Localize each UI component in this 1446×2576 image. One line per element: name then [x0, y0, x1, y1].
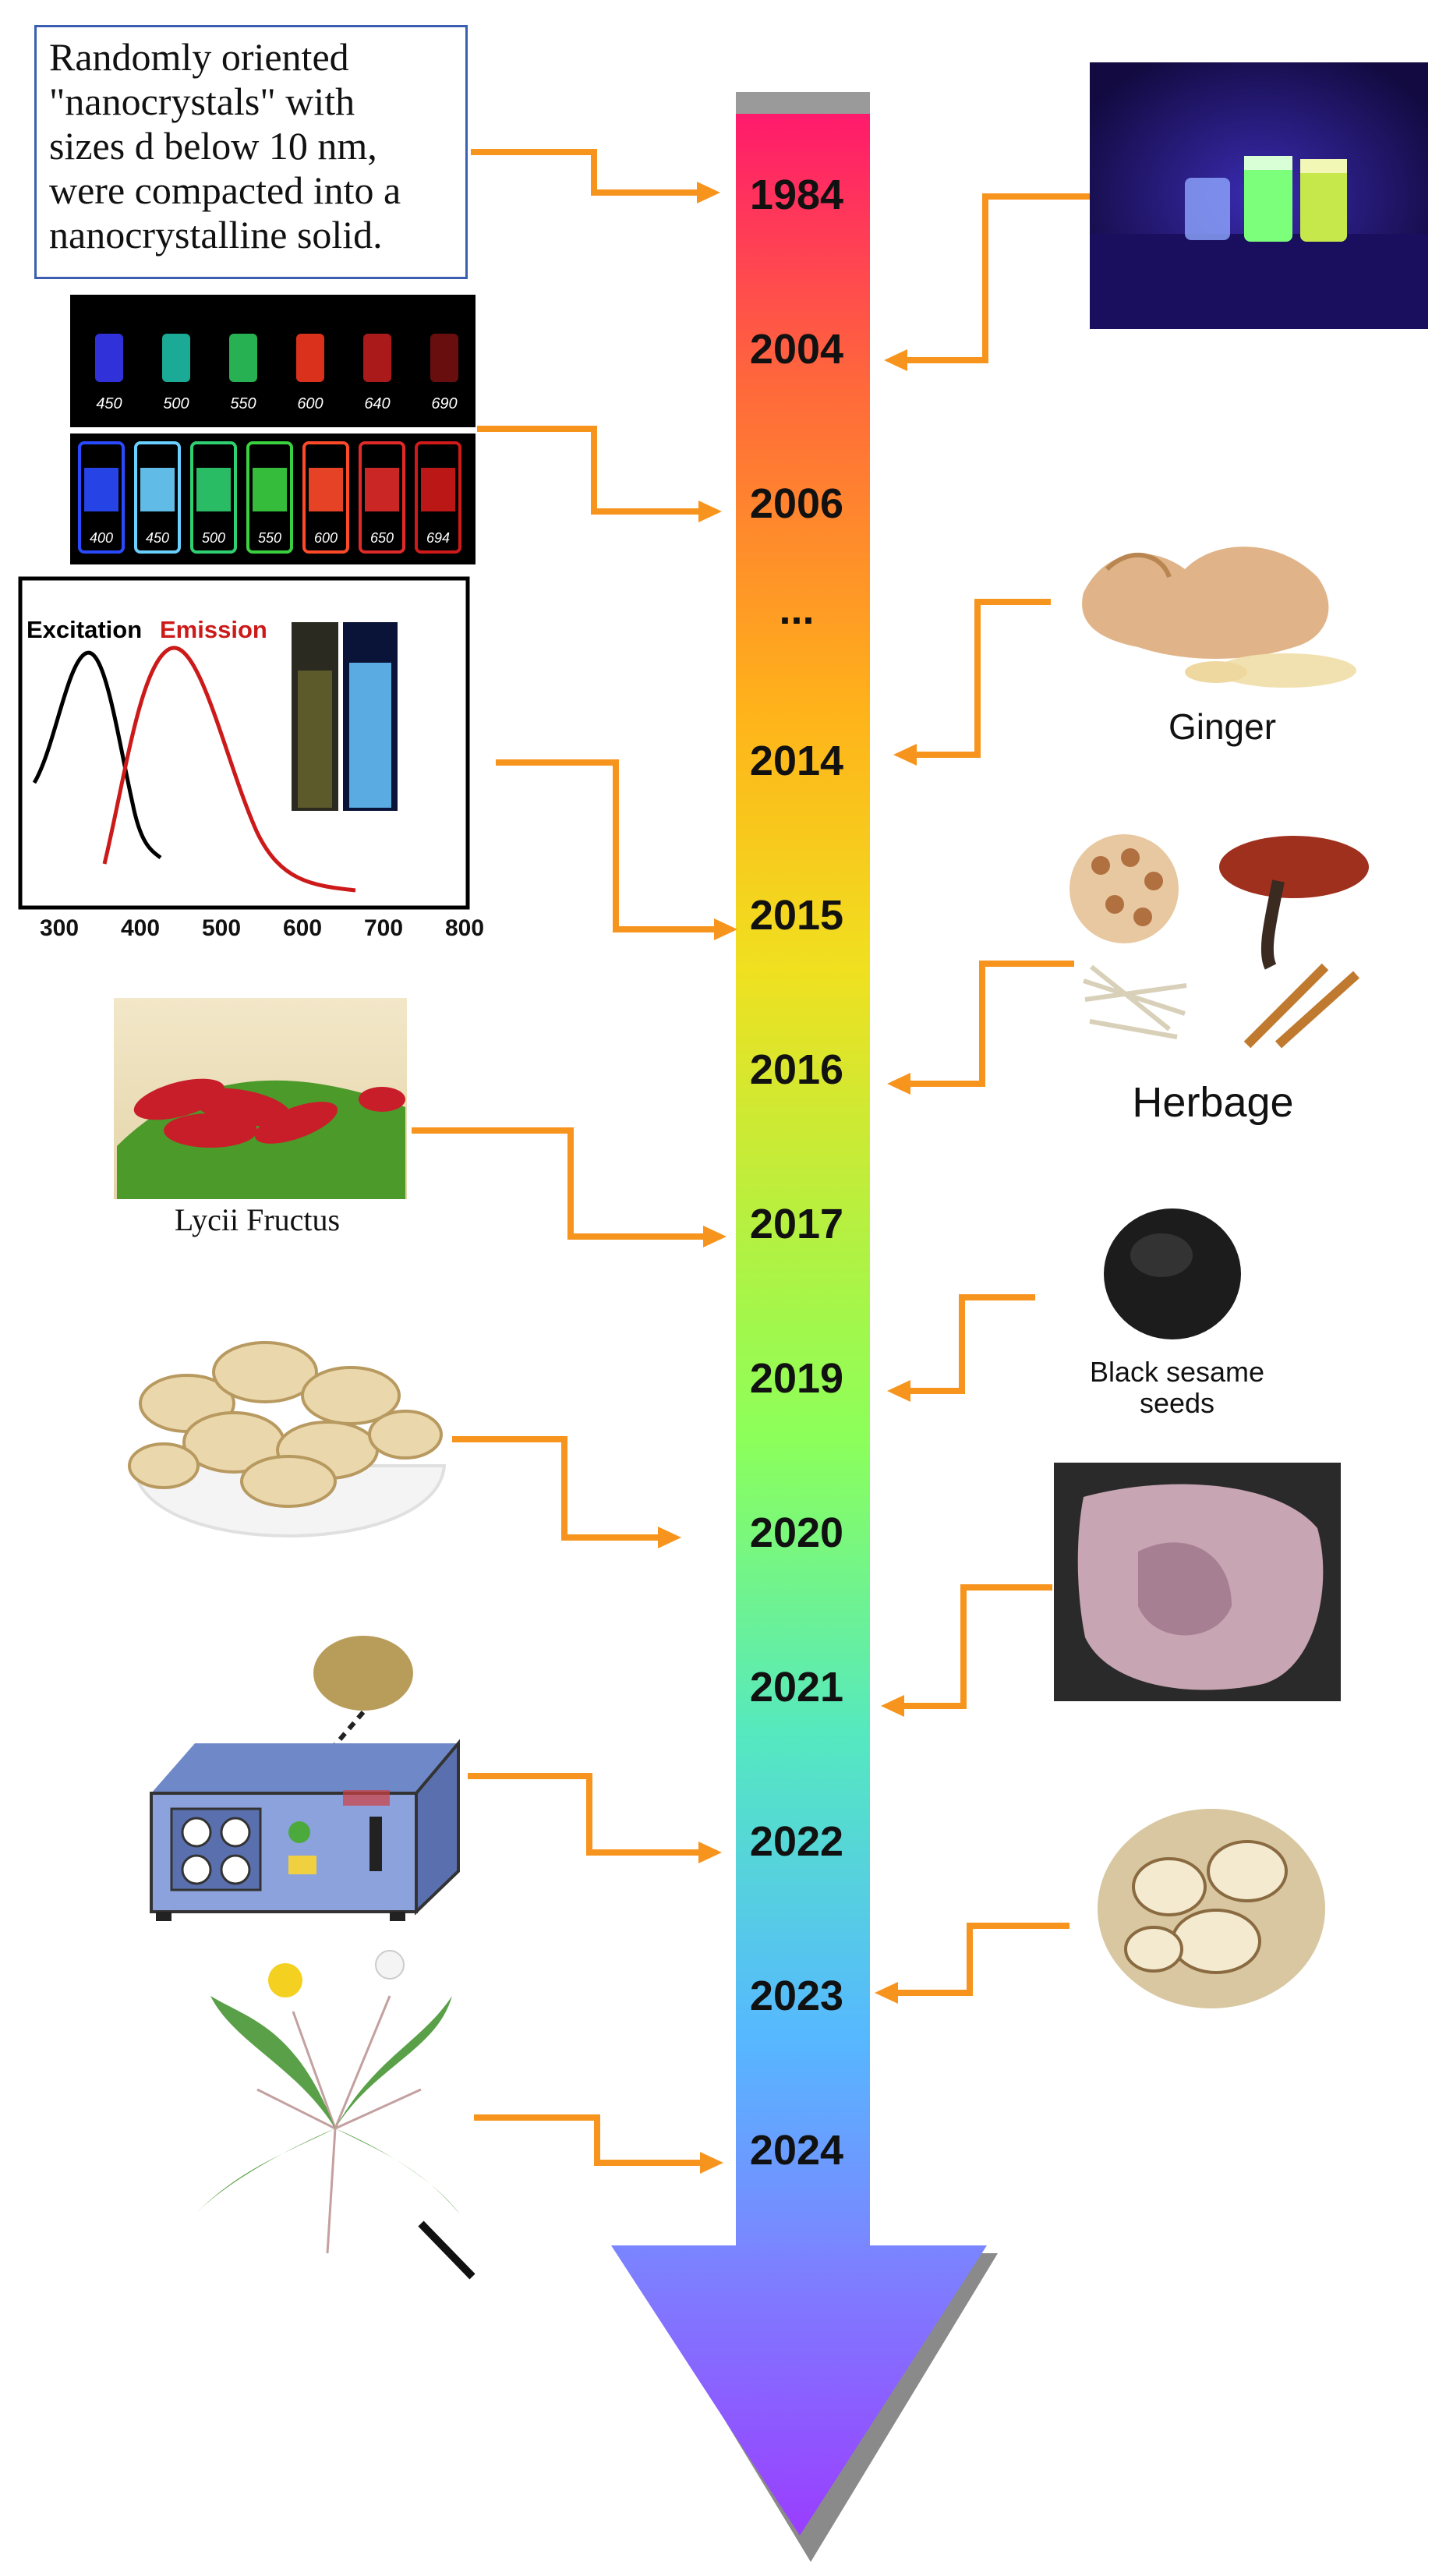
- root-slices-photo: [1098, 1809, 1325, 2008]
- vial-outline: [302, 441, 349, 554]
- timeline-year: 2014: [750, 738, 843, 784]
- vial-outline: [190, 441, 237, 554]
- spectrum-plot: Excitation Emission 300 400 500 600 700 800: [18, 576, 484, 941]
- vial-label: 600: [314, 530, 338, 546]
- arrow-2024: [474, 2114, 723, 2174]
- timeline-year: 2016: [750, 1046, 843, 1093]
- vial-label: 550: [258, 530, 281, 546]
- arrow-2016: [887, 961, 1074, 1095]
- arrow-2014: [893, 599, 1051, 766]
- vial-label: 450: [96, 395, 122, 412]
- machine-illustration: [150, 1636, 460, 1921]
- herbage-caption: Herbage: [1132, 1079, 1293, 1126]
- emission-label: Emission: [160, 616, 267, 643]
- timeline-arrowhead: [611, 2245, 987, 2535]
- history-text-line: "nanocrystals" with: [49, 80, 355, 123]
- vial: [95, 334, 123, 382]
- ginger-photo: Ginger: [1082, 547, 1356, 747]
- vial-label: 500: [202, 530, 225, 546]
- arrow-2015: [496, 759, 737, 940]
- vial-label: 450: [146, 530, 169, 546]
- vial: [363, 334, 391, 382]
- history-text-line: nanocrystalline solid.: [49, 213, 383, 257]
- lycii-photo: Lycii Fructus: [114, 998, 407, 1237]
- timeline-year: 2021: [750, 1664, 843, 1711]
- vial-fill: [140, 468, 175, 511]
- timeline-year: 2006: [750, 480, 843, 527]
- emission-curve: [102, 646, 356, 893]
- lycii-caption: Lycii Fructus: [175, 1202, 340, 1237]
- vial-label: 694: [426, 530, 450, 546]
- arrow-1984: [471, 149, 720, 203]
- vial-label: 500: [163, 395, 189, 412]
- history-text-box: Randomly oriented "nanocrystals" with si…: [34, 25, 468, 279]
- timeline-years: 1984 2004 2006... 2014 2015 2016 2017 2019 2020 2…: [750, 172, 843, 2174]
- timeline-year: 2020: [750, 1509, 843, 1556]
- timeline-year: 2017: [750, 1201, 843, 1247]
- history-text-line: Randomly oriented: [49, 35, 349, 79]
- vial-label: 400: [90, 530, 113, 546]
- x-tick-label: 500: [202, 915, 241, 941]
- vial-label: 650: [370, 530, 394, 546]
- vials-strips: 450 500 550 600 640 690 400 450 500 550 600 650 694: [70, 295, 476, 564]
- timeline-year: 1984: [750, 172, 843, 218]
- history-text-line: were compacted into a: [49, 168, 401, 212]
- vial-fill: [421, 468, 455, 511]
- history-text-line: sizes d below 10 nm,: [49, 124, 377, 168]
- vial-label: 600: [297, 395, 323, 412]
- ginger-caption: Ginger: [1168, 706, 1276, 747]
- vial: [296, 334, 324, 382]
- sesame-caption-line2: seeds: [1140, 1387, 1214, 1419]
- arrow-2023: [875, 1923, 1069, 2004]
- timeline-year: 2024: [750, 2127, 843, 2174]
- arrow-2004: [884, 193, 1090, 371]
- astragalus-bowl-photo: [128, 1341, 447, 1537]
- arrow-2020: [452, 1436, 681, 1548]
- excitation-curve: [32, 650, 162, 860]
- vial: [229, 334, 257, 382]
- vial-outline: [78, 441, 125, 554]
- x-tick-label: 400: [121, 915, 160, 941]
- arrow-2022: [468, 1773, 722, 1863]
- dandelion-illustration: [195, 1950, 476, 2280]
- vial-label: 640: [364, 395, 390, 412]
- vial-fill: [253, 468, 287, 511]
- sesame-caption-line1: Black sesame: [1090, 1356, 1264, 1388]
- vial-outline: [359, 441, 405, 554]
- tissue-photo: [1054, 1463, 1341, 1701]
- timeline-bar: [611, 92, 998, 2562]
- x-tick-label: 700: [364, 915, 403, 941]
- uv-vials-photo: [1090, 62, 1428, 329]
- vial-outline: [134, 441, 181, 554]
- herbage-photo: Herbage: [1069, 834, 1369, 1126]
- x-tick-label: 300: [40, 915, 79, 941]
- vial-fill: [309, 468, 343, 511]
- timeline-year: ...: [779, 586, 814, 633]
- timeline-year: 2019: [750, 1355, 843, 1402]
- arrow-2021: [881, 1584, 1052, 1717]
- vial-fill: [365, 468, 399, 511]
- arrow-2017: [412, 1127, 727, 1247]
- vial-fill: [84, 468, 118, 511]
- connector-arrows: [412, 149, 1090, 2174]
- vial-label: 690: [431, 395, 457, 412]
- vial-fill: [196, 468, 231, 511]
- vial: [162, 334, 190, 382]
- vial-outline: [246, 441, 293, 554]
- sesame-photo: Black sesame seeds: [1090, 1208, 1264, 1419]
- timeline-year: 2022: [750, 1818, 843, 1865]
- plot-inset-vials: [292, 622, 398, 811]
- excitation-label: Excitation: [27, 616, 142, 643]
- timeline-year: 2023: [750, 1973, 843, 2019]
- x-tick-label: 600: [283, 915, 322, 941]
- timeline-year: 2015: [750, 892, 843, 939]
- vial-outline: [415, 441, 461, 554]
- x-tick-label: 800: [445, 915, 484, 941]
- vial: [430, 334, 458, 382]
- arrow-2006: [477, 426, 722, 522]
- timeline-year: 2004: [750, 326, 843, 373]
- arrow-2019: [887, 1294, 1035, 1402]
- vial-label: 550: [230, 395, 256, 412]
